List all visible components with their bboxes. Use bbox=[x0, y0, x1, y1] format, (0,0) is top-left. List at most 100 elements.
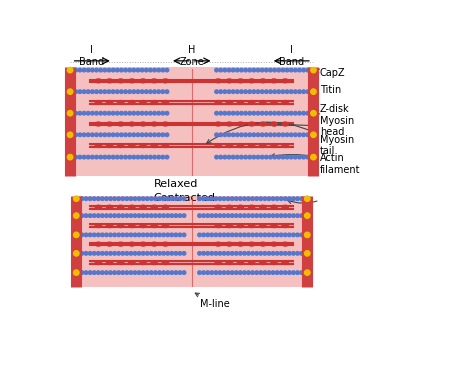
Circle shape bbox=[162, 233, 165, 237]
Circle shape bbox=[240, 112, 243, 115]
Circle shape bbox=[247, 233, 250, 237]
Circle shape bbox=[210, 197, 214, 201]
Circle shape bbox=[178, 214, 182, 217]
Circle shape bbox=[95, 68, 98, 72]
Circle shape bbox=[240, 133, 243, 137]
Circle shape bbox=[113, 251, 117, 255]
Circle shape bbox=[88, 197, 92, 201]
Circle shape bbox=[149, 112, 152, 115]
Circle shape bbox=[158, 271, 161, 274]
Circle shape bbox=[137, 251, 141, 255]
Text: M-line: M-line bbox=[195, 293, 229, 309]
Ellipse shape bbox=[129, 79, 135, 83]
Circle shape bbox=[238, 251, 242, 255]
Circle shape bbox=[230, 233, 234, 237]
Ellipse shape bbox=[215, 79, 221, 83]
Circle shape bbox=[259, 251, 263, 255]
Ellipse shape bbox=[271, 242, 277, 246]
Ellipse shape bbox=[248, 79, 255, 83]
Circle shape bbox=[251, 251, 255, 255]
Circle shape bbox=[111, 133, 115, 137]
Ellipse shape bbox=[162, 79, 168, 83]
Circle shape bbox=[73, 196, 79, 201]
Circle shape bbox=[128, 68, 131, 72]
Circle shape bbox=[137, 197, 141, 201]
Circle shape bbox=[121, 233, 125, 237]
Circle shape bbox=[215, 90, 219, 93]
Circle shape bbox=[70, 90, 73, 93]
Circle shape bbox=[91, 68, 94, 72]
Circle shape bbox=[222, 271, 226, 274]
Circle shape bbox=[285, 112, 289, 115]
Ellipse shape bbox=[271, 101, 277, 104]
Circle shape bbox=[145, 90, 148, 93]
Ellipse shape bbox=[162, 122, 168, 126]
Circle shape bbox=[279, 197, 283, 201]
Circle shape bbox=[260, 90, 264, 93]
Ellipse shape bbox=[151, 205, 157, 209]
Ellipse shape bbox=[129, 122, 135, 126]
Circle shape bbox=[150, 233, 153, 237]
Circle shape bbox=[230, 251, 234, 255]
Ellipse shape bbox=[271, 79, 277, 83]
Circle shape bbox=[269, 155, 272, 159]
Circle shape bbox=[174, 197, 178, 201]
Circle shape bbox=[128, 112, 131, 115]
Circle shape bbox=[264, 155, 268, 159]
Circle shape bbox=[162, 251, 165, 255]
Circle shape bbox=[275, 233, 279, 237]
Circle shape bbox=[128, 155, 131, 159]
Circle shape bbox=[202, 251, 205, 255]
Ellipse shape bbox=[95, 101, 101, 104]
Circle shape bbox=[304, 270, 310, 275]
Circle shape bbox=[271, 271, 275, 274]
Ellipse shape bbox=[140, 101, 146, 104]
Circle shape bbox=[91, 155, 94, 159]
Circle shape bbox=[146, 271, 149, 274]
Circle shape bbox=[214, 271, 218, 274]
Ellipse shape bbox=[237, 101, 244, 104]
Circle shape bbox=[158, 233, 161, 237]
Circle shape bbox=[78, 133, 82, 137]
Circle shape bbox=[302, 155, 305, 159]
Ellipse shape bbox=[237, 205, 244, 209]
Circle shape bbox=[215, 68, 219, 72]
Circle shape bbox=[248, 112, 252, 115]
Circle shape bbox=[198, 251, 201, 255]
Circle shape bbox=[306, 112, 310, 115]
Circle shape bbox=[113, 197, 117, 201]
Circle shape bbox=[260, 133, 264, 137]
Circle shape bbox=[271, 197, 275, 201]
Circle shape bbox=[218, 197, 222, 201]
Circle shape bbox=[243, 233, 246, 237]
Circle shape bbox=[256, 112, 260, 115]
Circle shape bbox=[78, 68, 82, 72]
Ellipse shape bbox=[226, 224, 232, 228]
Ellipse shape bbox=[118, 143, 124, 147]
Ellipse shape bbox=[118, 205, 124, 209]
Circle shape bbox=[129, 197, 133, 201]
Circle shape bbox=[91, 112, 94, 115]
Circle shape bbox=[178, 251, 182, 255]
Circle shape bbox=[255, 251, 258, 255]
Circle shape bbox=[260, 112, 264, 115]
Circle shape bbox=[231, 90, 235, 93]
Circle shape bbox=[210, 214, 214, 217]
Ellipse shape bbox=[248, 242, 255, 246]
Circle shape bbox=[162, 271, 165, 274]
Ellipse shape bbox=[282, 122, 288, 126]
Circle shape bbox=[158, 214, 161, 217]
Text: H
Zone: H Zone bbox=[179, 45, 204, 67]
Circle shape bbox=[76, 197, 80, 201]
Circle shape bbox=[103, 90, 107, 93]
Circle shape bbox=[271, 233, 275, 237]
Circle shape bbox=[70, 68, 73, 72]
Circle shape bbox=[281, 68, 285, 72]
Circle shape bbox=[140, 133, 144, 137]
Circle shape bbox=[243, 214, 246, 217]
Circle shape bbox=[293, 155, 297, 159]
Circle shape bbox=[165, 133, 169, 137]
Circle shape bbox=[153, 112, 156, 115]
Circle shape bbox=[311, 89, 316, 94]
Circle shape bbox=[222, 214, 226, 217]
